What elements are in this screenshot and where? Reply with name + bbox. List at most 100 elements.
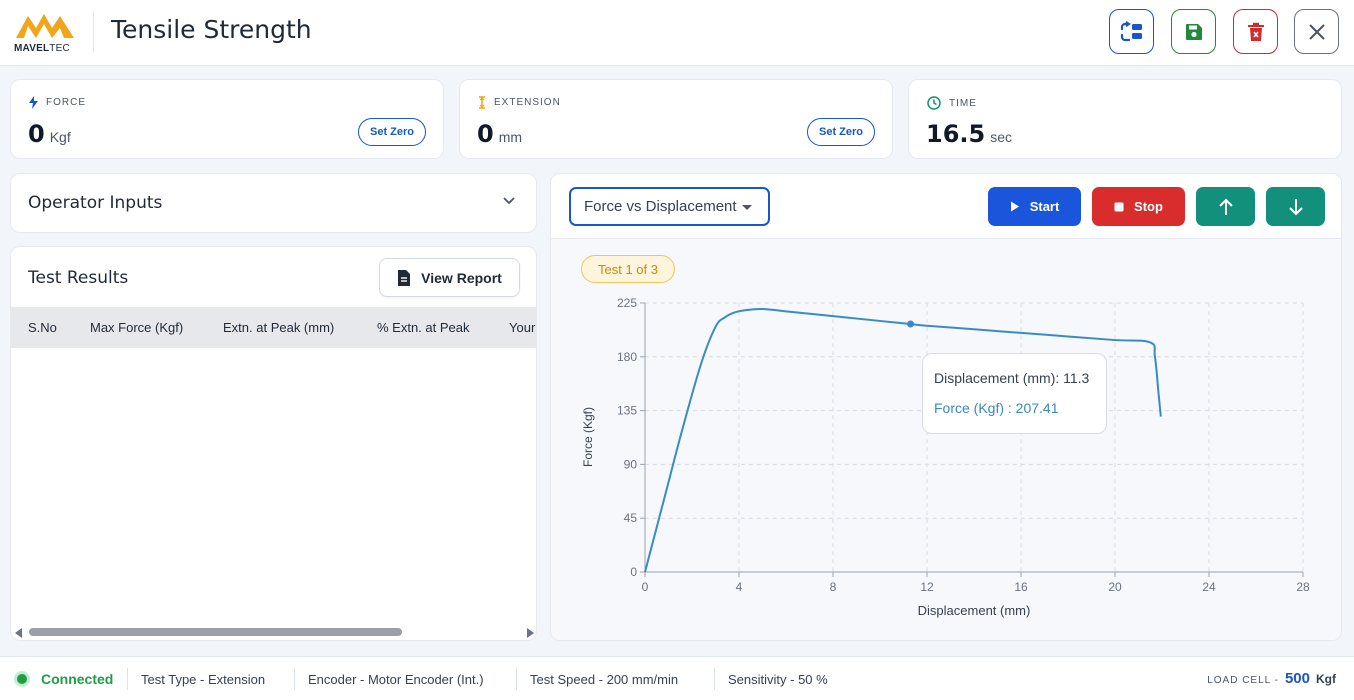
column-header: Extn. at Peak (mm) [223, 320, 335, 335]
x-tick-label: 20 [1108, 580, 1122, 594]
page-title: Tensile Strength [111, 15, 312, 44]
force-displacement-chart: 0 45 90 135 180 225 0 4 8 12 16 20 24 28 Force (Kgf) … [581, 296, 1310, 618]
force-label: FORCE [46, 97, 86, 108]
column-header: % Extn. at Peak [377, 320, 470, 335]
logo-text: MAVELTEC [14, 43, 70, 54]
scroll-right-icon[interactable] [527, 628, 534, 638]
stop-icon [1114, 202, 1124, 211]
chart-type-value: Force vs Displacement [584, 198, 737, 215]
load-cell-status: LOAD CELL - 500 Kgf [1207, 670, 1336, 687]
play-icon [1010, 201, 1019, 212]
arrow-down-icon [1288, 198, 1303, 215]
y-tick-label: 0 [630, 565, 637, 579]
sensitivity-status: Sensitivity - 50 % [728, 672, 828, 687]
x-tick-label: 28 [1296, 580, 1310, 594]
time-value: 16.5 [926, 120, 986, 148]
chart-tooltip: Displacement (mm): 11.3 Force (Kgf) : 20… [922, 353, 1107, 434]
x-tick-label: 0 [642, 580, 649, 594]
chart-axes [644, 303, 1303, 573]
header-divider [93, 10, 94, 52]
logo-mark-icon [16, 14, 74, 38]
extension-set-zero-button[interactable]: Set Zero [806, 118, 875, 146]
status-divider [294, 668, 295, 690]
time-unit: sec [990, 129, 1013, 145]
x-tick-label: 12 [920, 580, 934, 594]
view-report-button[interactable]: View Report [379, 258, 520, 297]
status-divider [516, 668, 517, 690]
swap-icon [1120, 20, 1142, 41]
swap-button[interactable] [1109, 9, 1154, 54]
document-icon [398, 269, 411, 286]
force-card: FORCE 0 Kgf Set Zero [10, 79, 444, 159]
test-results-title: Test Results [28, 268, 129, 288]
force-set-zero-button[interactable]: Set Zero [357, 118, 426, 146]
results-table-header: S.No Max Force (Kgf) Extn. at Peak (mm) … [11, 307, 536, 348]
extension-label: EXTENSION [494, 97, 561, 108]
delete-icon [1247, 22, 1264, 41]
x-axis-label: Displacement (mm) [918, 603, 1031, 618]
extension-unit: mm [498, 129, 523, 145]
stop-label: Stop [1134, 199, 1163, 214]
save-icon [1185, 23, 1202, 40]
move-down-button[interactable] [1266, 187, 1325, 226]
chart-type-select[interactable]: Force vs Displacement [569, 187, 770, 226]
close-icon [1308, 23, 1325, 40]
horizontal-scrollbar[interactable] [11, 625, 536, 639]
scroll-left-icon[interactable] [15, 628, 22, 638]
load-cell-value: 500 [1284, 670, 1310, 687]
force-unit: Kgf [49, 129, 71, 145]
load-cell-unit: Kgf [1316, 672, 1336, 686]
bolt-icon [29, 96, 38, 109]
tooltip-displacement: Displacement (mm): 11.3 [934, 370, 1090, 386]
y-tick-label: 135 [617, 404, 637, 418]
force-series-line [644, 307, 1162, 573]
delete-button[interactable] [1233, 9, 1278, 54]
close-button[interactable] [1294, 9, 1339, 54]
load-cell-label: LOAD CELL - [1207, 675, 1279, 686]
start-label: Start [1029, 199, 1060, 214]
operator-inputs-title: Operator Inputs [28, 193, 163, 213]
chart-grid [645, 302, 1304, 572]
stop-button[interactable]: Stop [1092, 187, 1185, 226]
clock-icon [927, 96, 941, 110]
x-tick-label: 16 [1014, 580, 1028, 594]
connection-status: Connected [41, 671, 114, 687]
y-axis-label: Force (Kgf) [581, 407, 595, 467]
operator-inputs-panel[interactable]: Operator Inputs [10, 173, 537, 233]
start-button[interactable]: Start [988, 187, 1081, 226]
force-value: 0 [28, 120, 45, 148]
mavel-logo: MAVELTEC [14, 10, 74, 56]
time-card: TIME 16.5 sec [908, 79, 1342, 159]
test-counter-badge: Test 1 of 3 [581, 255, 675, 283]
chart-ticks: 0 45 90 135 180 225 0 4 8 12 16 20 24 28 [617, 296, 1310, 594]
extension-card: EXTENSION 0 mm Set Zero [459, 79, 893, 159]
column-header: Your [509, 320, 536, 335]
caret-down-icon [742, 205, 752, 210]
arrow-up-icon [1218, 198, 1233, 215]
test-results-panel: Test Results View Report S.No Max Force … [10, 246, 537, 641]
chart-panel: Force vs Displacement Start Stop Test 1 … [550, 173, 1342, 641]
x-tick-label: 4 [736, 580, 743, 594]
chevron-down-icon[interactable] [502, 196, 516, 205]
save-button[interactable] [1171, 9, 1216, 54]
y-tick-label: 45 [624, 511, 638, 525]
test-speed-status: Test Speed - 200 mm/min [530, 672, 679, 687]
y-tick-label: 180 [617, 350, 637, 364]
move-up-button[interactable] [1196, 187, 1255, 226]
y-tick-label: 90 [624, 457, 638, 471]
hover-point [907, 320, 915, 328]
extension-icon [479, 96, 485, 109]
chart-area: Test 1 of 3 0 45 90 135 180 225 0 4 8 12 16 20 24 28 … [551, 239, 1341, 640]
encoder-status: Encoder - Motor Encoder (Int.) [308, 672, 484, 687]
status-divider [714, 668, 715, 690]
status-divider [127, 668, 128, 690]
column-header: S.No [28, 320, 57, 335]
view-report-label: View Report [421, 269, 502, 286]
status-bar: Connected Test Type - Extension Encoder … [0, 656, 1354, 700]
tooltip-force: Force (Kgf) : 207.41 [934, 400, 1059, 416]
scrollbar-thumb[interactable] [29, 628, 402, 636]
test-type-status: Test Type - Extension [141, 672, 266, 687]
chart-toolbar: Force vs Displacement Start Stop [551, 174, 1341, 239]
time-label: TIME [949, 97, 977, 109]
connection-status-icon [14, 671, 30, 687]
